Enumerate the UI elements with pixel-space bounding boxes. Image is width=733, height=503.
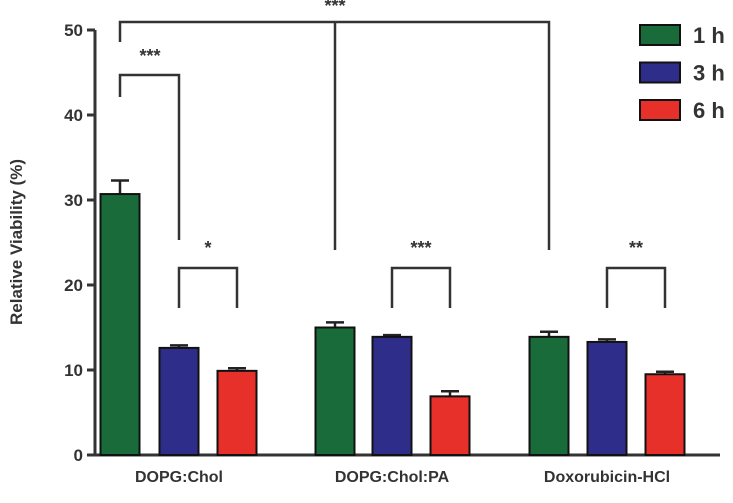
significance-label: *** (139, 46, 160, 66)
bar (586, 340, 628, 457)
significance-label: * (204, 238, 211, 258)
y-axis-label: Relative Viability (%) (7, 159, 26, 325)
y-tick-label: 50 (64, 21, 83, 40)
y-tick-label: 30 (64, 191, 83, 210)
bar (314, 326, 356, 456)
legend-label: 6 h (693, 98, 725, 123)
significance-label: *** (410, 238, 431, 258)
legend-label: 3 h (693, 61, 725, 86)
y-tick-label: 10 (64, 361, 83, 380)
significance-bracket (118, 73, 181, 240)
bar (528, 335, 570, 457)
significance-label: *** (324, 0, 345, 16)
legend-swatch (639, 61, 681, 84)
y-tick-label: 0 (74, 446, 83, 465)
significance-bracket (390, 266, 452, 308)
x-tick-label: DOPG:Chol:PA (335, 469, 450, 486)
x-tick-label: DOPG:Chol (135, 469, 223, 486)
bar (644, 373, 686, 456)
bar (99, 193, 141, 457)
y-tick-label: 40 (64, 106, 83, 125)
legend-swatch (639, 24, 681, 46)
bar (429, 395, 471, 457)
x-tick-label: Doxorubicin-HCl (544, 469, 670, 486)
significance-bracket (605, 266, 667, 308)
bar (158, 346, 200, 456)
legend-label: 1 h (693, 23, 725, 48)
y-tick-label: 20 (64, 276, 83, 295)
legend-swatch (639, 99, 681, 121)
bar (371, 335, 413, 457)
bar (216, 369, 258, 457)
significance-bracket (177, 266, 239, 308)
significance-label: ** (629, 238, 643, 258)
